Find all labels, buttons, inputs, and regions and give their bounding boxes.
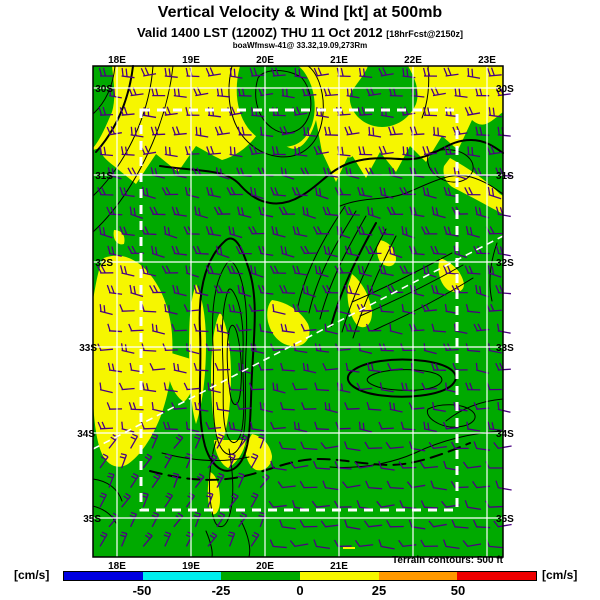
- map-border: [92, 65, 504, 558]
- colorbar-tick-50: 50: [450, 583, 466, 598]
- colorbar-segment-1: [142, 572, 222, 580]
- forecast-tag: [18hrFcst@2150z]: [386, 29, 464, 39]
- svg-text:33S: 33S: [496, 343, 514, 354]
- colorbar-segment-4: [378, 572, 458, 580]
- svg-text:31S: 31S: [496, 171, 514, 182]
- svg-text:21E: 21E: [330, 55, 348, 66]
- svg-text:35S: 35S: [83, 514, 101, 525]
- colorbar-segment-2: [221, 572, 301, 580]
- svg-text:31S: 31S: [95, 171, 113, 182]
- svg-text:30S: 30S: [496, 84, 514, 95]
- svg-text:22E: 22E: [404, 55, 422, 66]
- terrain-contours-note: Terrain contours: 500 ft: [392, 555, 503, 566]
- page-title: Vertical Velocity & Wind [kt] at 500mb: [157, 4, 443, 21]
- svg-text:35S: 35S: [496, 514, 514, 525]
- wind-barb-field: [96, 67, 512, 550]
- svg-text:20E: 20E: [256, 561, 274, 572]
- cross-section-line: [92, 235, 504, 450]
- vertical-velocity-colorbar: [63, 571, 537, 581]
- svg-text:21E: 21E: [330, 561, 348, 572]
- colorbar-tick-25: 25: [371, 583, 387, 598]
- svg-text:18E: 18E: [108, 561, 126, 572]
- svg-text:34S: 34S: [77, 429, 95, 440]
- svg-text:33S: 33S: [79, 343, 97, 354]
- axis-labels: 18E 18E 19E 19E 20E 20E 21E 21E 22E 23E 30S 30S 31S 3…: [77, 55, 514, 572]
- svg-text:19E: 19E: [182, 55, 200, 66]
- svg-text:18E: 18E: [108, 55, 126, 66]
- model-info-line: boaWfmsw-41@ 33.32,19.09,273Rm: [232, 41, 368, 50]
- dashed-domain-box: [139, 108, 459, 512]
- svg-text:19E: 19E: [182, 561, 200, 572]
- colorbar-tick--50: -50: [132, 583, 152, 598]
- colorbar-segment-5: [457, 572, 537, 580]
- colorbar-tick-0: 0: [296, 583, 304, 598]
- svg-text:20E: 20E: [256, 55, 274, 66]
- colorbar-tick--25: -25: [211, 583, 231, 598]
- valid-time-text: Valid 1400 LST (1200Z) THU 11 Oct 2012: [136, 25, 387, 40]
- valid-time-line: Valid 1400 LST (1200Z) THU 11 Oct 2012 […: [0, 25, 600, 40]
- svg-text:34S: 34S: [496, 429, 514, 440]
- colorbar-segment-0: [64, 572, 143, 580]
- svg-text:32S: 32S: [95, 258, 113, 269]
- svg-text:32S: 32S: [496, 258, 514, 269]
- colorbar-unit-left: [cm/s]: [14, 568, 50, 582]
- svg-text:23E: 23E: [478, 55, 496, 66]
- colorbar-unit-right: [cm/s]: [542, 568, 578, 582]
- colorbar-segment-3: [300, 572, 379, 580]
- svg-text:30S: 30S: [95, 84, 113, 95]
- latlon-grid: [93, 66, 503, 557]
- terrain-contour-lines: [92, 65, 504, 558]
